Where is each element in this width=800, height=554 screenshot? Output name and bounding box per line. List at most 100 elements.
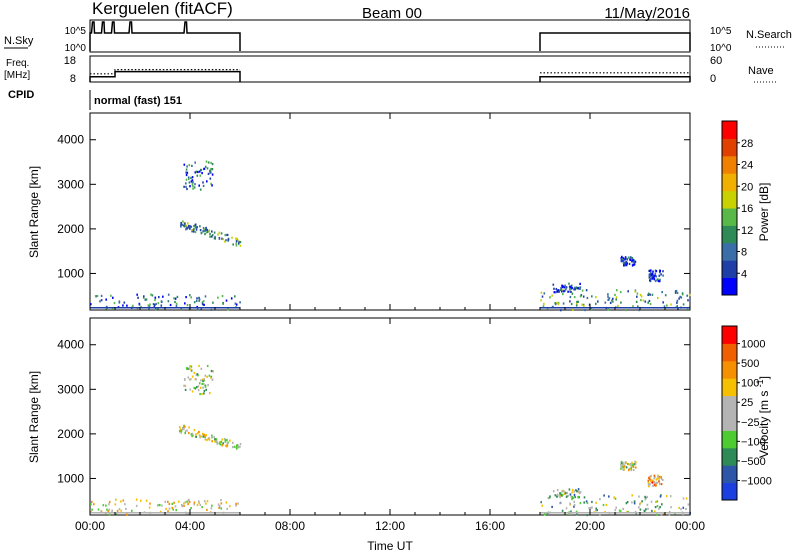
range-gate-cell: [154, 299, 156, 302]
range-gate-cell: [100, 510, 102, 513]
range-gate-cell: [194, 231, 197, 234]
x-tick-label: 20:00: [575, 519, 605, 533]
range-gate-cell: [573, 493, 576, 496]
range-gate-cell: [239, 442, 242, 446]
range-gate-cell: [552, 305, 554, 309]
range-gate-cell: [235, 447, 238, 450]
range-gate-cell: [193, 429, 196, 432]
range-gate-cell: [588, 507, 590, 510]
range-gate-cell: [607, 308, 610, 311]
range-gate-cell: [565, 286, 568, 289]
range-gate-cell: [556, 495, 558, 498]
range-gate-cell: [200, 367, 203, 370]
range-gate-cell: [657, 475, 659, 478]
range-gate-cell: [651, 509, 653, 512]
range-gate-cell: [186, 304, 189, 307]
range-gate-cell: [625, 261, 628, 264]
range-gate-cell: [634, 466, 637, 469]
colorbar-tick-label: −100: [741, 436, 766, 448]
range-gate-cell: [624, 461, 627, 464]
range-gate-cell: [612, 300, 614, 303]
range-gate-cell: [204, 229, 206, 233]
range-gate-cell: [204, 385, 207, 388]
noise-search-label: N.Search: [746, 29, 792, 41]
colorbar-tick-label: −1000: [741, 475, 772, 487]
range-gate-cell: [631, 257, 633, 260]
range-gate-cell: [560, 286, 562, 290]
range-gate-cell: [609, 301, 612, 304]
range-gate-cell: [676, 291, 679, 295]
range-gate-cell: [110, 294, 112, 297]
range-gate-cell: [203, 228, 205, 231]
range-gate-cell: [187, 176, 190, 179]
noise-left-tick-top: 10^5: [65, 26, 87, 37]
range-gate-cell: [650, 500, 653, 503]
range-gate-cell: [99, 300, 101, 303]
range-gate-cell: [647, 481, 650, 485]
range-gate-cell: [660, 483, 663, 486]
range-gate-cell: [105, 305, 108, 308]
range-gate-cell: [627, 290, 629, 293]
y-tick-label: 4000: [57, 338, 84, 352]
colorbar-swatch: [722, 155, 737, 174]
range-gate-cell: [222, 442, 224, 445]
range-gate-cell: [540, 299, 542, 302]
range-gate-cell: [196, 503, 199, 507]
range-gate-cell: [581, 303, 583, 306]
range-gate-cell: [234, 302, 237, 305]
range-gate-cell: [199, 188, 202, 191]
range-gate-cell: [669, 495, 672, 498]
range-gate-cell: [661, 503, 663, 506]
range-gate-cell: [193, 228, 195, 231]
range-gate-cell: [631, 461, 633, 464]
range-gate-cell: [571, 491, 573, 494]
range-gate-cell: [195, 228, 198, 231]
range-gate-cell: [205, 160, 208, 163]
range-gate-cell: [660, 513, 663, 516]
range-gate-cell: [559, 496, 561, 499]
range-gate-cell: [183, 163, 186, 166]
range-gate-cell: [571, 292, 574, 295]
range-gate-cell: [203, 303, 205, 306]
range-gate-cell: [124, 503, 126, 506]
range-gate-cell: [145, 499, 148, 502]
range-gate-cell: [633, 259, 635, 262]
range-gate-cell: [627, 462, 629, 466]
colorbar-swatch: [722, 430, 737, 449]
range-gate-cell: [556, 290, 559, 293]
range-gate-cell: [682, 497, 685, 500]
colorbar-tick-label: −500: [741, 456, 766, 468]
range-gate-cell: [649, 478, 651, 481]
range-gate-cell: [655, 270, 658, 273]
range-gate-cell: [100, 294, 103, 297]
range-gate-cell: [620, 301, 622, 304]
frequency-panel: Freq. [MHz] 18 8 60 0 Nave: [4, 55, 778, 85]
range-gate-cell: [555, 288, 558, 291]
range-gate-cell: [622, 507, 624, 510]
range-gate-cell: [185, 185, 187, 188]
velocity-colorbar-label-close: ]: [757, 376, 771, 379]
range-gate-cell: [191, 432, 194, 435]
range-gate-cell: [206, 228, 208, 232]
range-gate-cell: [647, 301, 649, 304]
range-gate-cell: [675, 289, 678, 293]
range-gate-cell: [664, 294, 667, 297]
range-gate-cell: [120, 500, 122, 503]
colorbar-tick-label: −25: [741, 417, 760, 429]
range-gate-cell: [195, 170, 198, 173]
range-gate-cell: [169, 303, 172, 307]
range-gate-cell: [607, 298, 609, 301]
range-gate-cell: [566, 491, 568, 494]
range-gate-cell: [589, 506, 592, 510]
range-gate-cell: [650, 479, 653, 482]
range-gate-cell: [213, 435, 215, 439]
range-gate-cell: [578, 496, 580, 499]
range-gate-cell: [176, 295, 179, 298]
range-gate-cell: [211, 168, 214, 171]
range-gate-cell: [630, 469, 633, 472]
range-gate-cell: [206, 180, 208, 183]
range-gate-cell: [654, 272, 657, 275]
range-gate-cell: [174, 505, 177, 508]
range-gate-cell: [659, 506, 661, 509]
range-gate-cell: [653, 276, 655, 279]
